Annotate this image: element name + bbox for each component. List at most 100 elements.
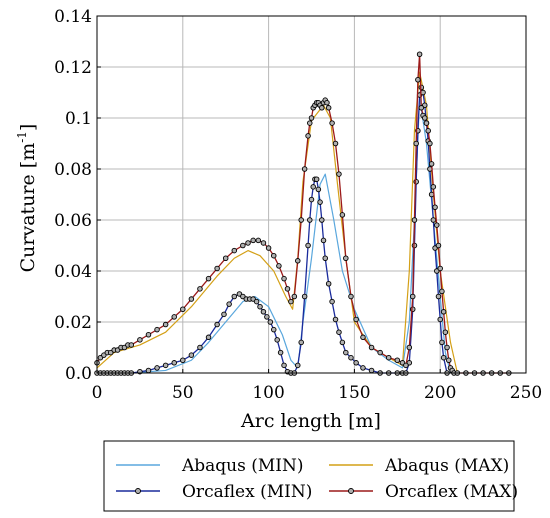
data-point [265,245,272,251]
x-axis-title: Arc length [m] [240,410,381,432]
series-orcaflex-min [94,84,450,376]
x-tick-label: 50 [172,383,194,403]
data-point [439,288,445,295]
data-point [284,286,291,292]
data-point [377,349,383,356]
data-point [260,309,267,315]
data-point [154,365,160,371]
plot-frame [96,15,527,374]
data-point [430,217,437,223]
data-point [291,293,298,300]
data-point [325,281,332,287]
data-point [271,326,277,333]
data-point [240,242,246,249]
data-point [319,105,325,111]
data-point [336,329,342,335]
data-point [415,76,421,83]
data-point [432,204,438,210]
data-point [406,344,413,351]
data-point [403,362,409,369]
data-point [301,293,308,300]
series-layer [94,51,512,376]
data-point [418,105,425,111]
y-axis-title-close: ] [17,124,39,131]
data-point [162,362,169,369]
data-point [329,298,335,305]
data-point [188,352,195,358]
data-point [260,240,267,246]
data-point [264,314,270,320]
data-point [413,178,419,185]
y-axis-title: Curvature [m-1] [15,124,39,273]
data-point [305,133,311,139]
legend-label: Orcaflex (MAX) [385,482,518,502]
data-point [255,237,262,244]
data-point [437,316,443,323]
data-point [428,161,435,167]
data-point [343,349,349,356]
data-point [444,344,450,351]
x-ticks: 0 50 100 150 200 250 [92,369,542,403]
data-point [440,354,447,361]
grid-lines [96,15,527,374]
data-point [446,357,452,364]
data-point [360,365,366,371]
data-point [222,255,229,261]
data-point [317,199,323,205]
legend-swatch-marker [348,488,354,494]
data-point [315,186,322,193]
data-point [325,105,332,111]
data-point [231,247,238,254]
data-point [348,354,354,361]
series-abaqus-max [96,71,458,374]
y-tick-label: 0.12 [54,58,92,78]
legend-item: Orcaflex (MAX) [329,482,518,502]
data-point [425,127,431,134]
series-orcaflex-max [94,51,512,376]
data-point [313,176,320,182]
y-tick-label: 0.08 [54,160,92,180]
x-tick-label: 250 [510,383,542,403]
data-point [180,357,186,364]
data-point [385,354,392,361]
data-point [440,309,447,315]
data-point [353,360,359,366]
data-point [162,321,169,328]
data-point [324,99,330,106]
y-tick-label: 0.06 [54,211,92,231]
x-tick-label: 200 [424,383,456,403]
data-point [171,314,177,320]
data-point [253,298,260,305]
data-point [439,339,445,346]
data-point [368,344,375,351]
legend-item: Abaqus (MAX) [329,456,509,476]
data-point [214,321,220,328]
data-point [197,286,203,292]
data-point [271,252,277,259]
data-point [434,222,440,228]
data-point [298,339,304,346]
data-point [307,217,313,223]
y-ticks: 0.0 0.02 0.04 0.06 0.08 0.1 0.12 0.14 [54,7,101,384]
data-point [411,217,418,223]
data-point [281,275,287,282]
y-axis-title-main: Curvature [m [17,143,39,273]
data-point [332,140,339,147]
data-point [409,293,416,300]
data-point [332,316,339,323]
data-point [413,140,419,147]
legend-item: Orcaflex (MIN) [116,482,312,502]
data-point [145,332,152,338]
x-tick-label: 150 [338,383,370,403]
x-tick-label: 0 [92,383,103,403]
data-point [427,140,433,147]
data-point [422,115,428,121]
data-point [281,362,287,369]
data-point [295,362,301,369]
data-point [322,255,328,261]
data-point [245,240,251,246]
data-point [430,184,437,190]
x-tick-label: 100 [252,383,284,403]
y-tick-label: 0.14 [54,7,92,27]
